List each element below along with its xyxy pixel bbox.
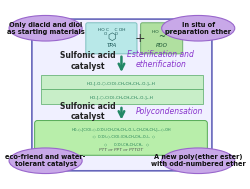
FancyBboxPatch shape (32, 19, 211, 171)
Text: PDO: PDO (155, 43, 167, 48)
FancyBboxPatch shape (86, 23, 136, 54)
Text: ⬡      C(O)-CH₂CH₂CH₂   ⬡: ⬡ C(O)-CH₂CH₂CH₂ ⬡ (94, 142, 148, 146)
FancyBboxPatch shape (41, 89, 202, 104)
Text: Only diacid and diol
as starting materials: Only diacid and diol as starting materia… (7, 22, 84, 35)
FancyBboxPatch shape (41, 75, 202, 89)
Text: HO-[-⬡-C(O)-CH₂CH₂CH₂-O-]ₙ-H: HO-[-⬡-C(O)-CH₂CH₂CH₂-O-]ₙ-H (89, 96, 153, 100)
FancyBboxPatch shape (140, 23, 182, 54)
Text: ⬡: ⬡ (107, 32, 115, 42)
Ellipse shape (9, 15, 82, 41)
Text: ⬡  C(O)-⬡-C(O)-(CH₂CH₂CH₂-O-)ₙ  ⬡: ⬡ C(O)-⬡-C(O)-(CH₂CH₂CH₂-O-)ₙ ⬡ (87, 135, 155, 139)
Ellipse shape (161, 148, 234, 174)
FancyBboxPatch shape (34, 121, 206, 155)
Text: ~: ~ (158, 32, 164, 41)
Text: Esterification and
etherification: Esterification and etherification (127, 50, 194, 69)
Text: O      O: O O (104, 32, 118, 36)
Text: eco-friend and water-
tolerant catalyst: eco-friend and water- tolerant catalyst (6, 154, 86, 167)
Text: HO-[-O-⬡-C(O)-CH₂CH₂CH₂-O-]ₙ-H: HO-[-O-⬡-C(O)-CH₂CH₂CH₂-O-]ₙ-H (87, 81, 155, 85)
Ellipse shape (9, 148, 82, 174)
Text: HO-⬡-[C(O)-⬡-C(O)-(CH₂CH₂CH₂-O-)ₙ-CH₂CH₂CH₂]ₘ-⬡-OH: HO-⬡-[C(O)-⬡-C(O)-(CH₂CH₂CH₂-O-)ₙ-CH₂CH₂… (72, 128, 170, 132)
Text: TPA: TPA (106, 43, 116, 48)
Text: +: + (134, 32, 144, 45)
Text: HO     OH: HO OH (151, 30, 171, 34)
Text: HO C    C OH: HO C C OH (97, 28, 125, 32)
Text: Polycondensation: Polycondensation (136, 107, 203, 116)
Text: Sulfonic acid
catalyst: Sulfonic acid catalyst (60, 102, 115, 121)
Ellipse shape (161, 15, 234, 41)
Text: A new poly(ether ester)
with odd-numbered ether: A new poly(ether ester) with odd-numbere… (150, 154, 244, 167)
Text: PTT or PPT or PTTOT: PTT or PPT or PTTOT (99, 148, 143, 152)
Text: In situ of
preparation ether: In situ of preparation ether (164, 22, 230, 35)
Text: Sulfonic acid
catalyst: Sulfonic acid catalyst (60, 51, 115, 71)
